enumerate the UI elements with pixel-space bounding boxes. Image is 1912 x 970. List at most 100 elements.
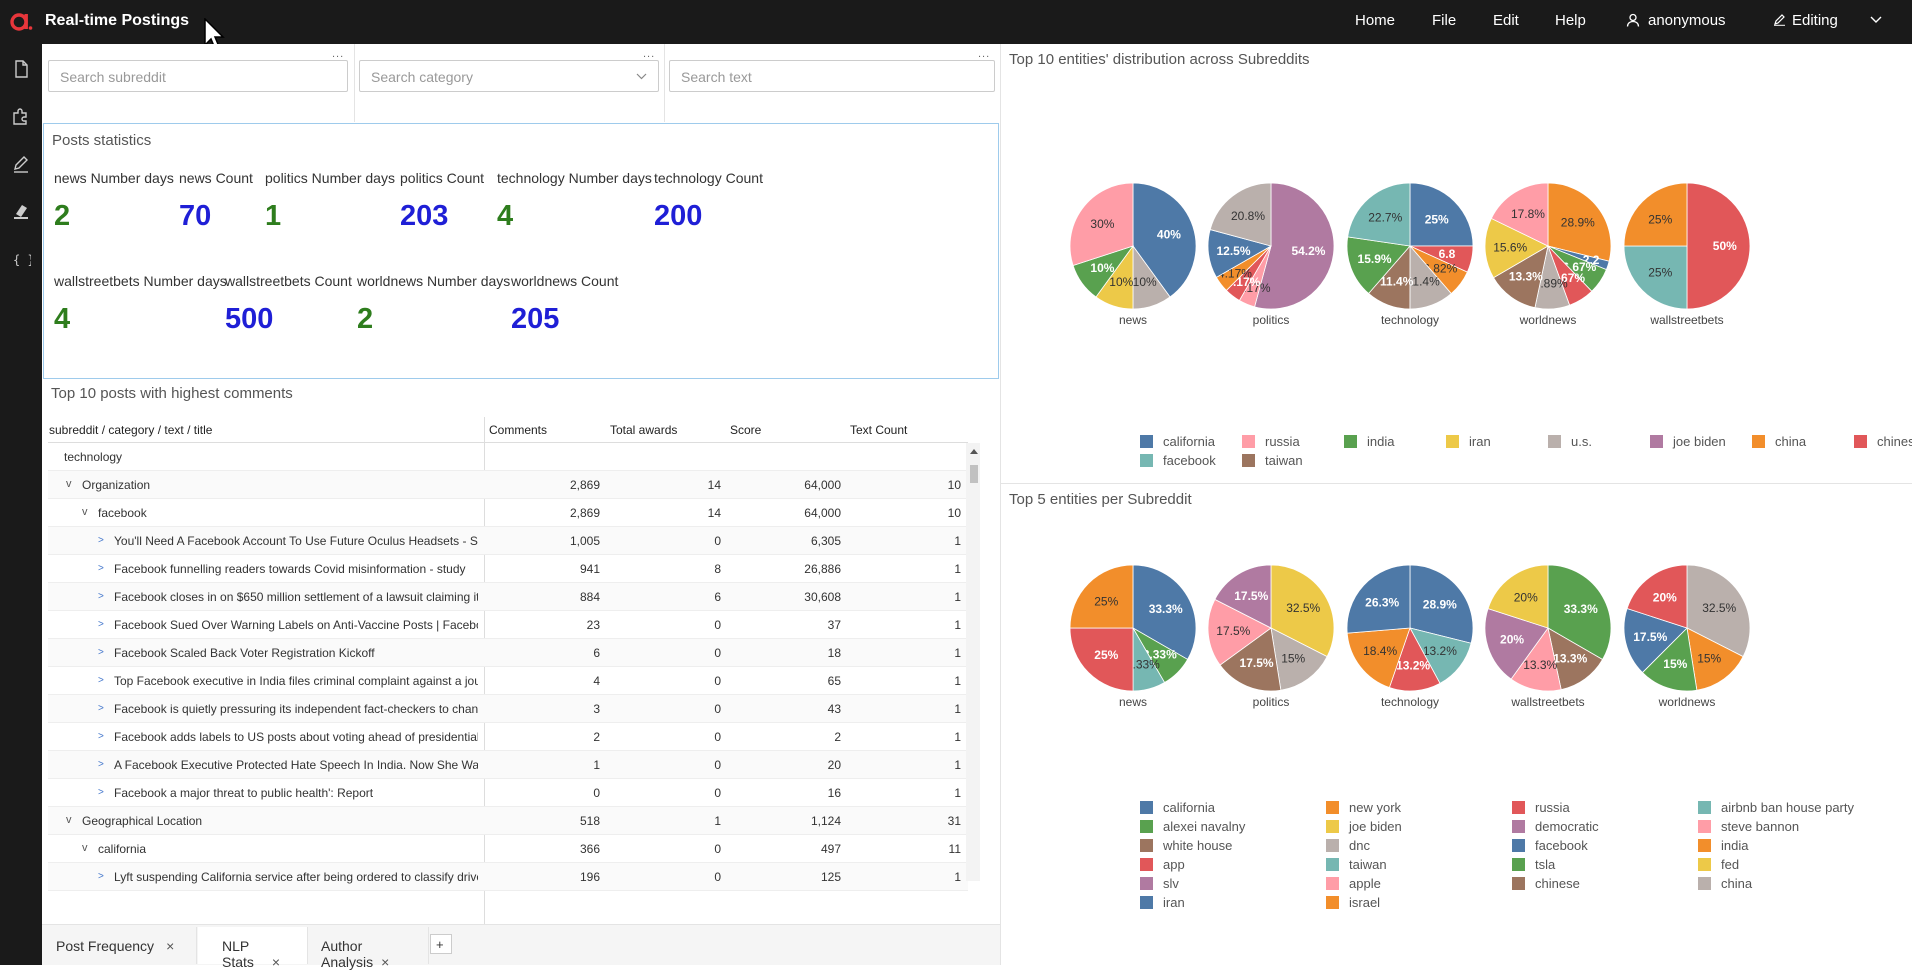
pie-slice[interactable] [1623,182,1688,247]
pie-slice[interactable] [1623,608,1688,674]
expand-icon[interactable]: > [98,759,104,770]
filter-menu-dots[interactable]: ... [643,48,656,60]
pie-slice[interactable] [1347,182,1411,247]
legend-item[interactable]: airbnb ban house party [1698,800,1854,815]
filter-menu-dots[interactable]: ... [978,48,991,60]
table-row[interactable]: technology [48,443,968,471]
nav-help[interactable]: Help [1555,12,1586,29]
expand-icon[interactable]: > [98,731,104,742]
table-row[interactable]: > Facebook a major threat to public healt… [48,779,968,807]
pie-slice[interactable] [1270,627,1328,691]
pie-slice[interactable] [1409,564,1474,644]
legend-item[interactable]: dnc [1326,838,1370,853]
legend-item[interactable]: new york [1326,800,1401,815]
table-row[interactable]: > Facebook funnelling readers towards Cov… [48,555,968,583]
pie-slice[interactable] [1069,627,1134,692]
tab-nlp-stats[interactable]: NLP Stats × [198,927,308,970]
tab-author-analysis[interactable]: Author Analysis × [309,927,429,970]
pie-slice[interactable] [1641,627,1698,692]
pie-slice[interactable] [1254,182,1335,310]
pie-slice[interactable] [1686,182,1751,310]
pie-slice[interactable] [1069,564,1134,629]
table-row[interactable]: v california 366 0 497 11 [48,835,968,863]
pie-slice[interactable] [1487,564,1549,629]
pie-slice[interactable] [1346,236,1411,295]
nav-home[interactable]: Home [1355,12,1396,29]
legend-item[interactable]: russia [1512,800,1570,815]
pie-slice[interactable] [1490,182,1549,247]
legend-item[interactable]: israel [1326,895,1380,910]
table-row[interactable]: > Facebook is quietly pressuring its inde… [48,695,968,723]
pie-slice[interactable] [1207,598,1272,666]
close-icon[interactable]: × [166,938,175,954]
legend-item[interactable]: democratic [1512,819,1599,834]
add-tab-button[interactable]: + [430,934,452,954]
pie-slice[interactable] [1214,564,1272,629]
collapse-icon[interactable]: v [82,842,88,854]
pie-slice[interactable] [1626,564,1688,629]
legend-item[interactable]: california [1140,800,1215,815]
user-menu[interactable]: anonymous [1626,12,1726,29]
search-text-input[interactable]: Search text [669,60,995,92]
legend-item[interactable]: apple [1326,876,1381,891]
legend-item[interactable]: tsla [1512,857,1555,872]
pie-slice[interactable] [1686,564,1751,658]
legend-item[interactable]: iran [1446,434,1491,449]
pie-slice[interactable] [1484,608,1549,680]
table-row[interactable]: > Lyft suspending California service afte… [48,863,968,891]
highlighter-icon[interactable] [11,201,31,221]
legend-item[interactable]: india [1344,434,1394,449]
expand-icon[interactable]: > [98,787,104,798]
pie-slice[interactable] [1484,217,1549,279]
braces-icon[interactable]: { } [11,249,31,269]
legend-item[interactable]: china [1752,434,1806,449]
table-row[interactable]: > Top Facebook executive in India files c… [48,667,968,695]
table-row[interactable]: > A Facebook Executive Protected Hate Spe… [48,751,968,779]
legend-item[interactable]: slv [1140,876,1179,891]
legend-item[interactable]: fed [1698,857,1739,872]
legend-item[interactable]: chinese [1854,434,1912,449]
column-header[interactable]: Text Count [850,423,908,437]
column-header[interactable]: Total awards [610,423,678,437]
pie-slice[interactable] [1209,182,1272,247]
search-subreddit-input[interactable]: Search subreddit [48,60,348,92]
pie-slice[interactable] [1346,627,1411,689]
expand-icon[interactable]: > [98,563,104,574]
pie-slice[interactable] [1547,564,1612,661]
legend-item[interactable]: india [1698,838,1748,853]
pie-slice[interactable] [1132,564,1197,660]
mode-menu[interactable]: Editing [1773,12,1882,29]
pie-slice[interactable] [1409,182,1474,247]
legend-item[interactable]: joe biden [1650,434,1726,449]
close-icon[interactable]: × [381,954,390,970]
scrollbar-thumb[interactable] [970,465,978,483]
filter-menu-dots[interactable]: ... [332,48,345,60]
legend-item[interactable]: chinese [1512,876,1580,891]
column-header[interactable]: Comments [489,423,548,437]
legend-item[interactable]: alexei navalny [1140,819,1245,834]
file-icon[interactable] [11,59,31,79]
table-row[interactable]: v facebook 2,869 14 64,000 10 [48,499,968,527]
expand-icon[interactable]: > [98,619,104,630]
collapse-icon[interactable]: v [66,814,72,826]
legend-item[interactable]: russia [1242,434,1300,449]
nav-edit[interactable]: Edit [1493,12,1519,29]
legend-item[interactable]: joe biden [1326,819,1402,834]
legend-item[interactable]: taiwan [1326,857,1387,872]
table-row[interactable]: > Facebook Sued Over Warning Labels on An… [48,611,968,639]
legend-item[interactable]: china [1698,876,1752,891]
legend-item[interactable]: facebook [1512,838,1588,853]
column-header[interactable]: subreddit / category / text / title [49,423,213,437]
legend-item[interactable]: white house [1140,838,1232,853]
expand-icon[interactable]: > [98,703,104,714]
app-logo-icon[interactable] [9,10,33,34]
legend-item[interactable]: california [1140,434,1215,449]
expand-icon[interactable]: > [98,675,104,686]
legend-item[interactable]: iran [1140,895,1185,910]
legend-item[interactable]: app [1140,857,1185,872]
legend-item[interactable]: steve bannon [1698,819,1799,834]
pie-slice[interactable] [1069,182,1134,266]
collapse-icon[interactable]: v [82,506,88,518]
table-row[interactable]: > You'll Need A Facebook Account To Use F… [48,527,968,555]
pencil-icon[interactable] [11,154,31,174]
